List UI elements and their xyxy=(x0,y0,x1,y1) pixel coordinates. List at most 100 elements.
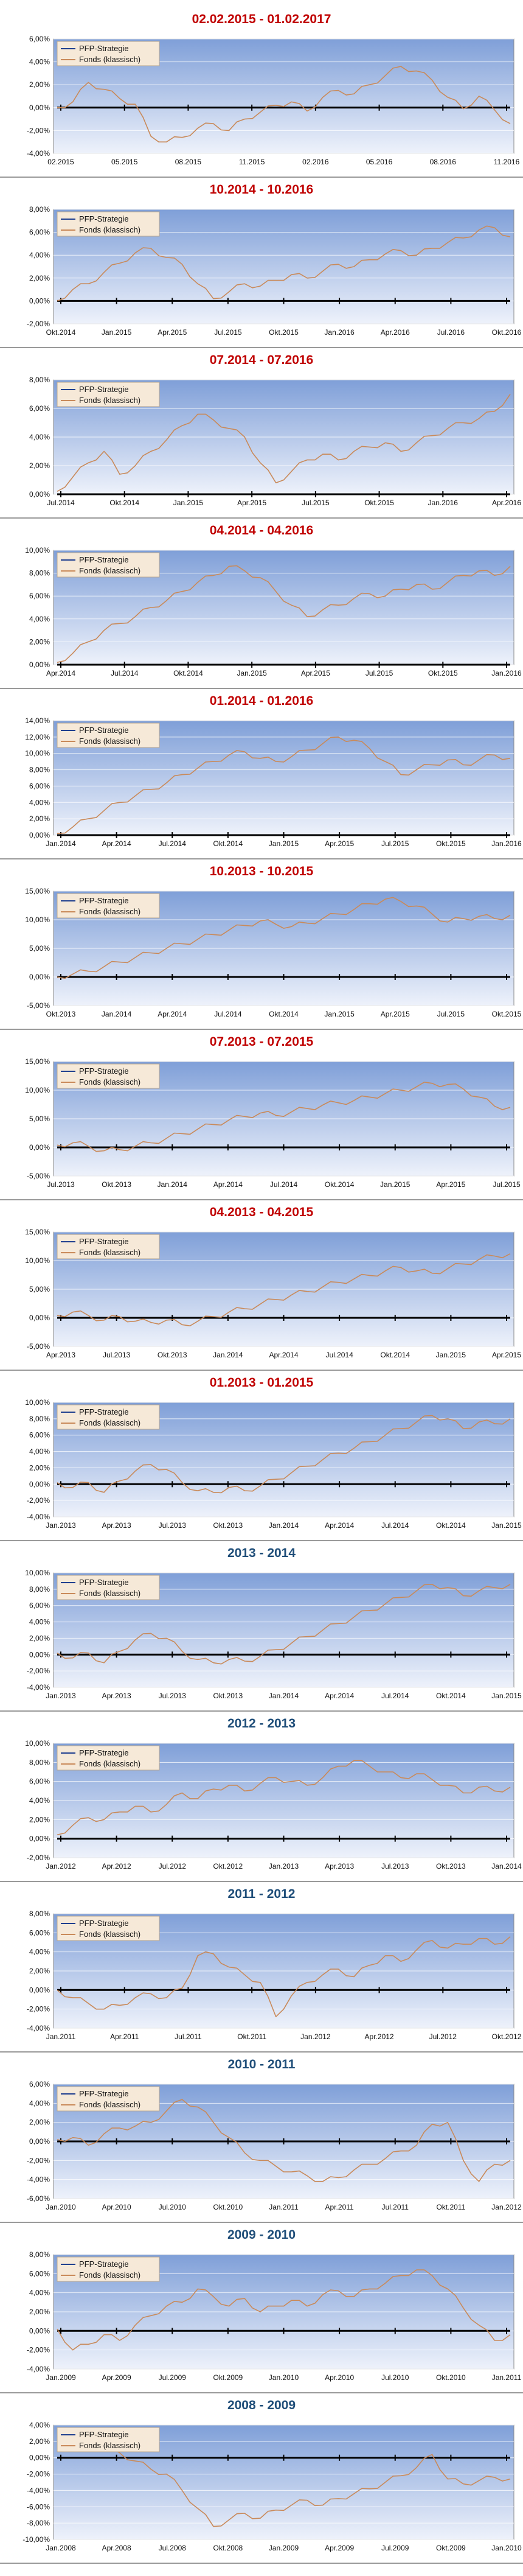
x-tick-label: Apr.2013 xyxy=(46,1351,75,1359)
y-tick-label: 0,00% xyxy=(29,831,50,839)
x-tick-label: Apr.2014 xyxy=(102,839,131,848)
y-tick-label: 2,00% xyxy=(29,80,50,89)
y-tick-label: -5,00% xyxy=(27,1172,50,1180)
y-tick-label: 4,00% xyxy=(29,1796,50,1805)
x-tick-label: Jul.2016 xyxy=(437,328,465,337)
series-line-fonds xyxy=(57,394,511,492)
y-tick-label: 6,00% xyxy=(29,1777,50,1786)
legend-label: Fonds (klassisch) xyxy=(79,737,140,746)
y-tick-label: 8,00% xyxy=(29,2250,50,2259)
series-line-fonds xyxy=(57,1584,511,1665)
legend-label: Fonds (klassisch) xyxy=(79,2441,140,2450)
series-line-fonds xyxy=(57,66,511,142)
x-tick-label: Apr.2008 xyxy=(102,2544,131,2552)
y-tick-label: 8,00% xyxy=(29,766,50,774)
y-tick-label: 15,00% xyxy=(25,1057,50,1066)
y-tick-label: -5,00% xyxy=(27,1001,50,1010)
x-tick-label: Jan.2015 xyxy=(491,1692,522,1700)
y-tick-label: 2,00% xyxy=(29,1967,50,1975)
legend-label: PFP-Strategie xyxy=(79,896,129,905)
legend-box xyxy=(57,723,160,748)
y-tick-label: 10,00% xyxy=(25,749,50,758)
legend-box xyxy=(57,41,160,66)
series-line-fonds xyxy=(57,1936,511,2017)
y-tick-label: -4,00% xyxy=(27,2175,50,2184)
series-line-fonds xyxy=(57,897,511,979)
y-tick-label: 14,00% xyxy=(25,716,50,725)
legend-box xyxy=(57,1916,160,1941)
y-tick-label: 2,00% xyxy=(29,461,50,470)
x-tick-label: 02.2015 xyxy=(47,158,74,166)
x-tick-label: Jul.2015 xyxy=(214,328,242,337)
chart-title: 01.2014 - 01.2016 xyxy=(209,694,314,708)
legend-label: Fonds (klassisch) xyxy=(79,1077,140,1087)
y-tick-label: 15,00% xyxy=(25,1228,50,1236)
x-tick-label: Jul.2014 xyxy=(111,669,139,677)
y-tick-label: 2,00% xyxy=(29,2308,50,2316)
y-tick-label: 6,00% xyxy=(29,228,50,237)
x-tick-label: Jul.2008 xyxy=(159,2544,187,2552)
x-tick-label: Jan.2016 xyxy=(491,669,522,677)
x-tick-label: Jan.2014 xyxy=(46,839,76,848)
chart-panel: 01.2014 - 01.2016 14,00% 12,00% 10,00% 8,00%… xyxy=(0,689,523,859)
line-chart: 10,00% 8,00% 6,00% 4,00% 2,00% 0,00%Apr.2014 J… xyxy=(25,546,522,677)
chart-panel: 2009 - 2010 8,00% 6,00% 4,00% 2,00% 0,00% -2,0… xyxy=(0,2223,523,2393)
x-tick-label: Jan.2014 xyxy=(213,1351,243,1359)
series-line-fonds xyxy=(57,2441,511,2527)
chart-title: 2009 - 2010 xyxy=(227,2228,296,2242)
x-tick-label: Jan.2014 xyxy=(491,1862,522,1871)
chart-panel: 2011 - 2012 8,00% 6,00% 4,00% 2,00% 0,00% -2,0… xyxy=(0,1882,523,2053)
chart-title: 2013 - 2014 xyxy=(227,1546,296,1560)
x-tick-label: Apr.2014 xyxy=(46,669,75,677)
y-tick-label: 0,00% xyxy=(29,1143,50,1152)
x-tick-label: Jan.2011 xyxy=(269,2203,299,2211)
chart-title: 10.2014 - 10.2016 xyxy=(209,183,314,197)
y-tick-label: 8,00% xyxy=(29,376,50,384)
chart-title: 01.2013 - 01.2015 xyxy=(209,1376,314,1390)
x-tick-label: Apr.2013 xyxy=(102,1692,131,1700)
legend-label: Fonds (klassisch) xyxy=(79,907,140,916)
x-tick-label: Jul.2014 xyxy=(381,1521,409,1530)
chart-panel: 04.2014 - 04.2016 10,00% 8,00% 6,00% 4,00% 2,… xyxy=(0,519,523,689)
x-tick-label: Okt.2015 xyxy=(492,1010,522,1018)
x-tick-label: Jan.2013 xyxy=(46,1521,76,1530)
chart-panel: 2010 - 2011 6,00% 4,00% 2,00% 0,00% -2,00% -4,… xyxy=(0,2053,523,2223)
x-tick-label: Jan.2014 xyxy=(158,1180,188,1189)
line-chart: 10,00%8,00%6,00%4,00%2,00%0,00%-2,00%Jan… xyxy=(25,1739,522,1871)
x-tick-label: Okt.2013 xyxy=(158,1351,187,1359)
line-chart: 6,00%4,00%2,00%0,00%-2,00%-4,00%-6,00%Ja… xyxy=(27,2080,522,2211)
y-tick-label: 2,00% xyxy=(29,2437,50,2446)
x-tick-label: 05.2016 xyxy=(366,158,393,166)
x-tick-label: Apr.2014 xyxy=(158,1010,187,1018)
legend-label: PFP-Strategie xyxy=(79,1919,129,1928)
x-tick-label: Apr.2013 xyxy=(102,1521,131,1530)
y-tick-label: 6,00% xyxy=(29,404,50,413)
y-tick-label: 2,00% xyxy=(29,274,50,282)
x-tick-label: Jan.2015 xyxy=(380,1180,410,1189)
x-tick-label: Apr.2010 xyxy=(102,2203,131,2211)
chart-panel: 07.2013 - 07.2015 15,00% 10,00% 5,00% 0,00% -… xyxy=(0,1030,523,1200)
legend-label: PFP-Strategie xyxy=(79,1237,129,1246)
chart-panel: 04.2013 - 04.2015 15,00% 10,00% 5,00% 0,00% -… xyxy=(0,1200,523,1371)
legend-box xyxy=(57,2256,160,2282)
legend-box xyxy=(57,552,160,578)
y-tick-label: -2,00% xyxy=(27,2470,50,2479)
x-tick-label: Apr.2015 xyxy=(301,669,330,677)
y-tick-label: 0,00% xyxy=(29,296,50,305)
line-chart: 8,00% 6,00% 4,00% 2,00% 0,00% -2,00%Okt.2014 J… xyxy=(27,205,522,337)
y-tick-label: 0,00% xyxy=(29,1480,50,1488)
y-tick-label: 0,00% xyxy=(29,2137,50,2146)
x-tick-label: Apr.2014 xyxy=(269,1351,298,1359)
y-tick-label: -8,00% xyxy=(27,2519,50,2527)
x-tick-label: Apr.2016 xyxy=(492,499,521,507)
x-tick-label: Okt.2014 xyxy=(436,1521,466,1530)
x-tick-label: Jan.2014 xyxy=(102,1010,132,1018)
y-tick-label: 5,00% xyxy=(29,1285,50,1293)
legend-box xyxy=(57,1234,160,1259)
y-tick-label: 4,00% xyxy=(29,433,50,441)
y-tick-label: 8,00% xyxy=(29,569,50,578)
x-tick-label: Apr.2010 xyxy=(325,2373,354,2382)
series-line-fonds xyxy=(57,2269,511,2351)
